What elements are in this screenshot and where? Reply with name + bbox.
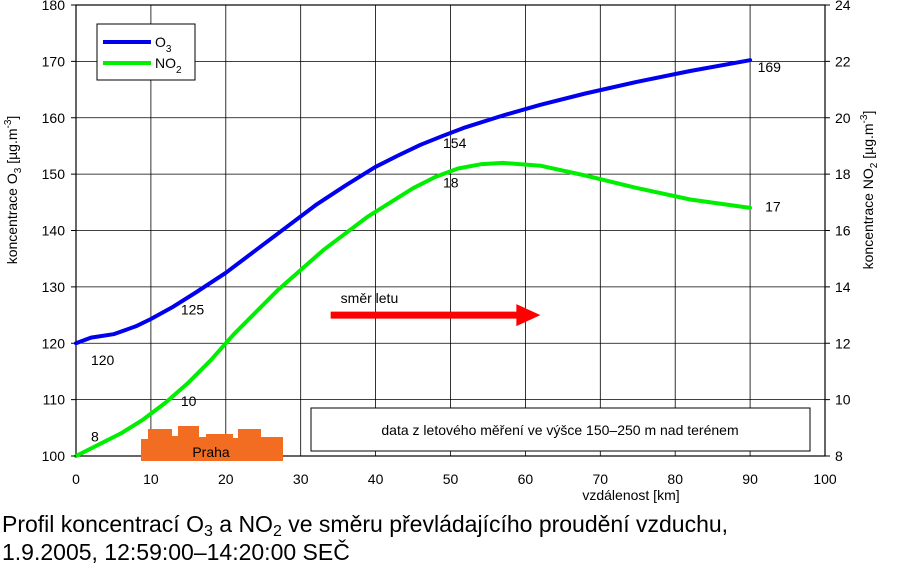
- y-right-tick-label: 20: [835, 110, 851, 126]
- legend: O3 NO2: [96, 23, 196, 81]
- y-axis-title-left: koncentrace O3 [µg.m-3]: [3, 116, 24, 265]
- legend-label-o3: O3: [155, 34, 172, 55]
- y-left-tick-label: 160: [42, 110, 66, 126]
- y-right-tick-label: 24: [835, 0, 851, 13]
- x-tick-label: 20: [218, 471, 234, 487]
- data-label: 8: [91, 428, 99, 444]
- caption-line-2: 1.9.2005, 12:59:00–14:20:00 SEČ: [2, 539, 350, 565]
- legend-label-no2: NO2: [155, 55, 182, 76]
- data-label: 18: [443, 175, 459, 191]
- data-label: 120: [91, 352, 115, 368]
- arrow-label: směr letu: [341, 290, 399, 306]
- tick-labels: 0 10 20 30 40 50 60 70 80 90 100 100 110 120 130 140 150…: [42, 0, 851, 487]
- y-right-tick-label: 14: [835, 279, 851, 295]
- series-line-no2: [74, 160, 753, 458]
- x-tick-label: 100: [813, 471, 837, 487]
- annotation-box: data z letového měření ve výšce 150–250 …: [310, 407, 811, 452]
- y-right-tick-label: 16: [835, 223, 851, 239]
- data-label: 169: [758, 59, 782, 75]
- y-left-tick-label: 170: [42, 53, 66, 69]
- y-axis-title-right: koncentrace NO2 [µg.m-3]: [859, 111, 880, 270]
- arrow-head: [516, 304, 541, 327]
- y-right-tick-label: 18: [835, 166, 851, 182]
- annotation-box-text: data z letového měření ve výšce 150–250 …: [381, 422, 738, 438]
- y-left-tick-label: 130: [42, 279, 66, 295]
- y-right-tick-label: 22: [835, 53, 851, 69]
- y-left-tick-label: 110: [43, 392, 66, 408]
- x-tick-label: 60: [518, 471, 534, 487]
- data-label: 17: [765, 198, 781, 214]
- city-label: Praha: [192, 444, 230, 460]
- data-label: 10: [181, 393, 197, 409]
- x-tick-label: 30: [293, 471, 309, 487]
- series-line-o3: [74, 58, 753, 346]
- x-tick-label: 40: [368, 471, 384, 487]
- x-tick-label: 70: [593, 471, 609, 487]
- series-layer: [74, 58, 753, 458]
- direction-arrow: směr letu: [330, 290, 541, 327]
- y-left-tick-label: 150: [42, 166, 66, 182]
- y-right-tick-label: 10: [835, 392, 851, 408]
- x-tick-label: 90: [742, 471, 758, 487]
- y-right-tick-label: 8: [835, 448, 843, 464]
- x-tick-label: 80: [667, 471, 683, 487]
- x-tick-label: 50: [443, 471, 459, 487]
- chart-caption: Profil koncentrací O3 a NO2 ve směru pře…: [2, 510, 728, 566]
- data-label: 125: [181, 301, 205, 317]
- x-tick-label: 10: [143, 471, 159, 487]
- y-left-tick-label: 100: [42, 448, 66, 464]
- y-left-tick-label: 140: [42, 223, 66, 239]
- x-axis-title: vzdálenost [km]: [582, 487, 679, 503]
- data-label: 154: [443, 135, 467, 151]
- caption-line-1: Profil koncentrací O3 a NO2 ve směru pře…: [2, 511, 729, 540]
- x-tick-label: 0: [72, 471, 80, 487]
- y-left-tick-label: 180: [42, 0, 66, 13]
- data-labels: 120 125 154 169 8 10 18 17: [91, 59, 781, 444]
- chart: data z letového měření ve výšce 150–250 …: [3, 0, 880, 503]
- y-left-tick-label: 120: [42, 335, 66, 351]
- praha-skyline-icon: Praha: [141, 426, 283, 461]
- y-right-tick-label: 12: [835, 335, 851, 351]
